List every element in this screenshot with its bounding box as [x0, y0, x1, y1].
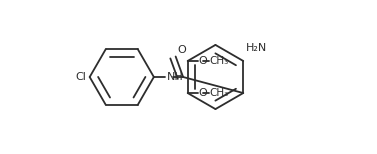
- Text: O: O: [198, 56, 207, 66]
- Text: H₂N: H₂N: [246, 43, 267, 53]
- Text: O: O: [177, 45, 186, 55]
- Text: NH: NH: [167, 72, 184, 82]
- Text: CH₃: CH₃: [209, 88, 228, 98]
- Text: amino: amino: [242, 53, 246, 54]
- Text: Cl: Cl: [76, 72, 87, 82]
- Text: O: O: [198, 88, 207, 98]
- Text: CH₃: CH₃: [209, 56, 228, 66]
